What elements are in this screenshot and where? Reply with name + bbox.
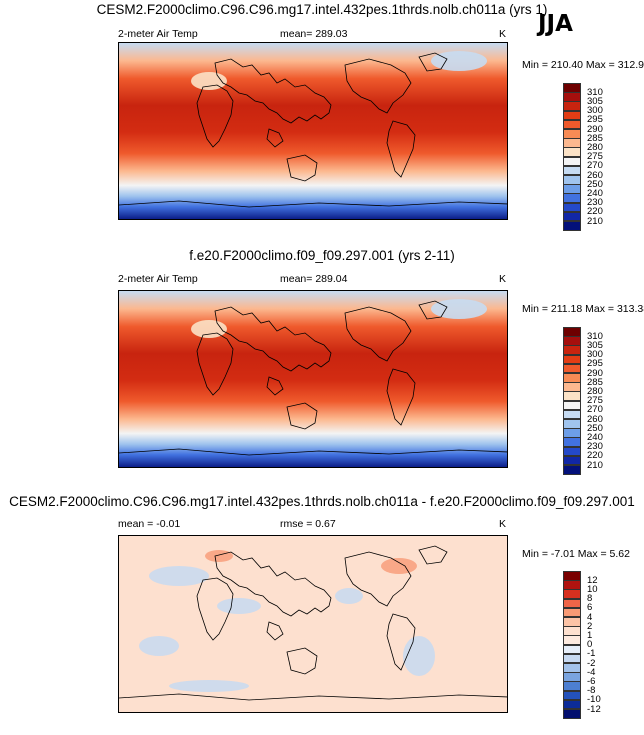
- legend-label: 0: [587, 639, 593, 651]
- legend-label: 285: [587, 132, 603, 144]
- legend-label: 8: [587, 593, 593, 605]
- legend-label: 250: [587, 178, 603, 190]
- map-field: [119, 291, 507, 467]
- map-field: [119, 536, 507, 712]
- legend-label: 10: [587, 583, 598, 595]
- panel-3-rmse: rmse = 0.67: [280, 518, 336, 530]
- legend-label: 270: [587, 404, 603, 416]
- panel-3-map: [118, 535, 508, 713]
- legend-label: 295: [587, 358, 603, 370]
- legend-label: 220: [587, 450, 603, 462]
- panel-3-minmax: Min = -7.01 Max = 5.62: [522, 548, 630, 560]
- legend-label: 280: [587, 385, 603, 397]
- legend-label: -8: [587, 685, 596, 697]
- legend-label: 300: [587, 349, 603, 361]
- legend-label: 220: [587, 206, 603, 218]
- legend-label: 230: [587, 197, 603, 209]
- legend-label: 290: [587, 123, 603, 135]
- legend-label: 300: [587, 105, 603, 117]
- legend-label: 2: [587, 620, 593, 632]
- legend-label: -4: [587, 666, 596, 678]
- legend-label: -6: [587, 675, 596, 687]
- panel-1-map: [118, 42, 508, 220]
- panel-3-title: CESM2.F2000climo.C96.C96.mg17.intel.432p…: [9, 494, 635, 509]
- panel-2-minmax: Min = 211.18 Max = 313.38: [522, 303, 644, 315]
- season-label: JJA: [538, 11, 573, 37]
- legend-label: 240: [587, 431, 603, 443]
- legend-label: 210: [587, 459, 603, 471]
- panel-3-mean: mean = -0.01: [118, 518, 181, 530]
- panel-2-units: K: [499, 273, 507, 285]
- panel-1-title: CESM2.F2000climo.C96.C96.mg17.intel.432p…: [96, 2, 548, 17]
- legend-label: 280: [587, 141, 603, 153]
- legend-label: 230: [587, 441, 603, 453]
- legend-label: 4: [587, 611, 593, 623]
- legend-label: -10: [587, 694, 601, 706]
- panel-1-minmax: Min = 210.40 Max = 312.98: [522, 59, 644, 71]
- legend-label: -2: [587, 657, 596, 669]
- legend-label: -12: [587, 703, 601, 715]
- panel-2-title: f.e20.F2000climo.f09_f09.297.001 (yrs 2-…: [189, 248, 455, 263]
- legend-label: 270: [587, 160, 603, 172]
- legend-label: -1: [587, 648, 596, 660]
- legend-label: 260: [587, 169, 603, 181]
- panel-2-map: [118, 290, 508, 468]
- legend-label: 290: [587, 367, 603, 379]
- legend-label: 305: [587, 95, 603, 107]
- legend-label: 285: [587, 376, 603, 388]
- legend-label: 250: [587, 422, 603, 434]
- legend-label: 310: [587, 86, 603, 98]
- legend-label: 210: [587, 215, 603, 227]
- legend-label: 275: [587, 395, 603, 407]
- legend-label: 295: [587, 114, 603, 126]
- legend-label: 6: [587, 602, 593, 614]
- legend-label: 12: [587, 574, 598, 586]
- legend-label: 310: [587, 330, 603, 342]
- panel-1-variable: 2-meter Air Temp: [118, 28, 198, 40]
- legend-label: 1: [587, 629, 593, 641]
- panel-1-mean: mean= 289.03: [280, 28, 348, 40]
- legend-swatch: [563, 709, 581, 719]
- legend-swatch: [563, 465, 581, 475]
- map-field: [119, 43, 507, 219]
- panel-2-variable: 2-meter Air Temp: [118, 273, 198, 285]
- legend-label: 260: [587, 413, 603, 425]
- panel-2-mean: mean= 289.04: [280, 273, 348, 285]
- panel-1-units: K: [499, 28, 507, 40]
- legend-label: 275: [587, 151, 603, 163]
- panel-3-units: K: [499, 518, 507, 530]
- legend-label: 305: [587, 339, 603, 351]
- legend-label: 240: [587, 187, 603, 199]
- legend-swatch: [563, 221, 581, 231]
